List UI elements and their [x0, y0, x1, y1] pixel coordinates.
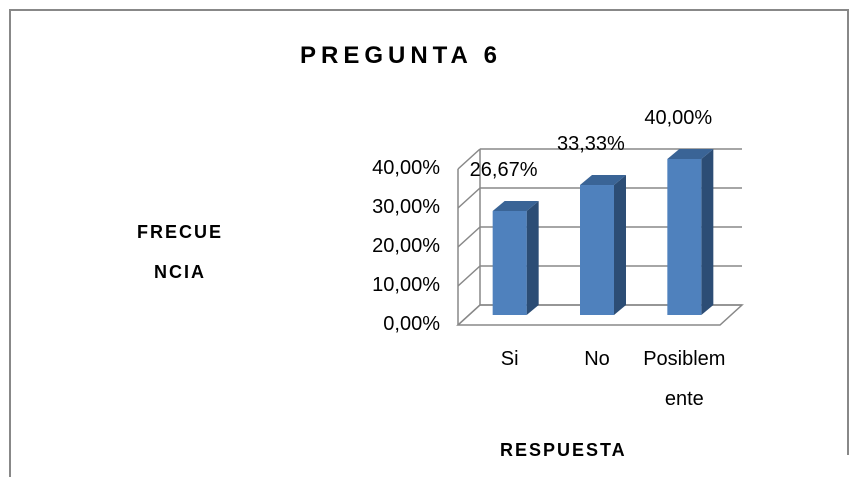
bar — [580, 185, 614, 315]
grid-line — [457, 226, 481, 248]
y-tick-label: 0,00% — [383, 313, 440, 335]
x-tick-label: Si — [500, 348, 519, 370]
x-axis-title: RESPUESTA — [500, 440, 627, 460]
bar-side — [614, 175, 626, 315]
data-label: 26,67% — [469, 158, 538, 181]
y-tick-label: 10,00% — [372, 274, 440, 296]
bar-top — [580, 175, 626, 186]
bar-side — [701, 149, 714, 315]
data-label: 40,00% — [644, 107, 713, 129]
grid-line — [457, 265, 481, 287]
chart-title: PREGUNTA 6 — [300, 42, 503, 69]
bar-side — [526, 200, 539, 315]
bar-top — [667, 149, 714, 159]
x-tick-label: No — [584, 348, 610, 370]
floor — [456, 304, 744, 326]
y-tick-label: 30,00% — [372, 196, 440, 218]
y-tick-label: 40,00% — [372, 157, 440, 179]
frame — [9, 9, 849, 477]
y-axis-title: FRECUENCIA — [136, 222, 223, 282]
x-tick-label: Posiblemente — [643, 348, 726, 410]
bar — [667, 159, 702, 315]
grid-line — [457, 148, 481, 170]
data-label: 33,33% — [557, 133, 625, 155]
bar-top — [492, 200, 539, 211]
grid-line — [457, 187, 481, 209]
bar — [492, 210, 527, 315]
y-tick-label: 20,00% — [372, 235, 440, 257]
